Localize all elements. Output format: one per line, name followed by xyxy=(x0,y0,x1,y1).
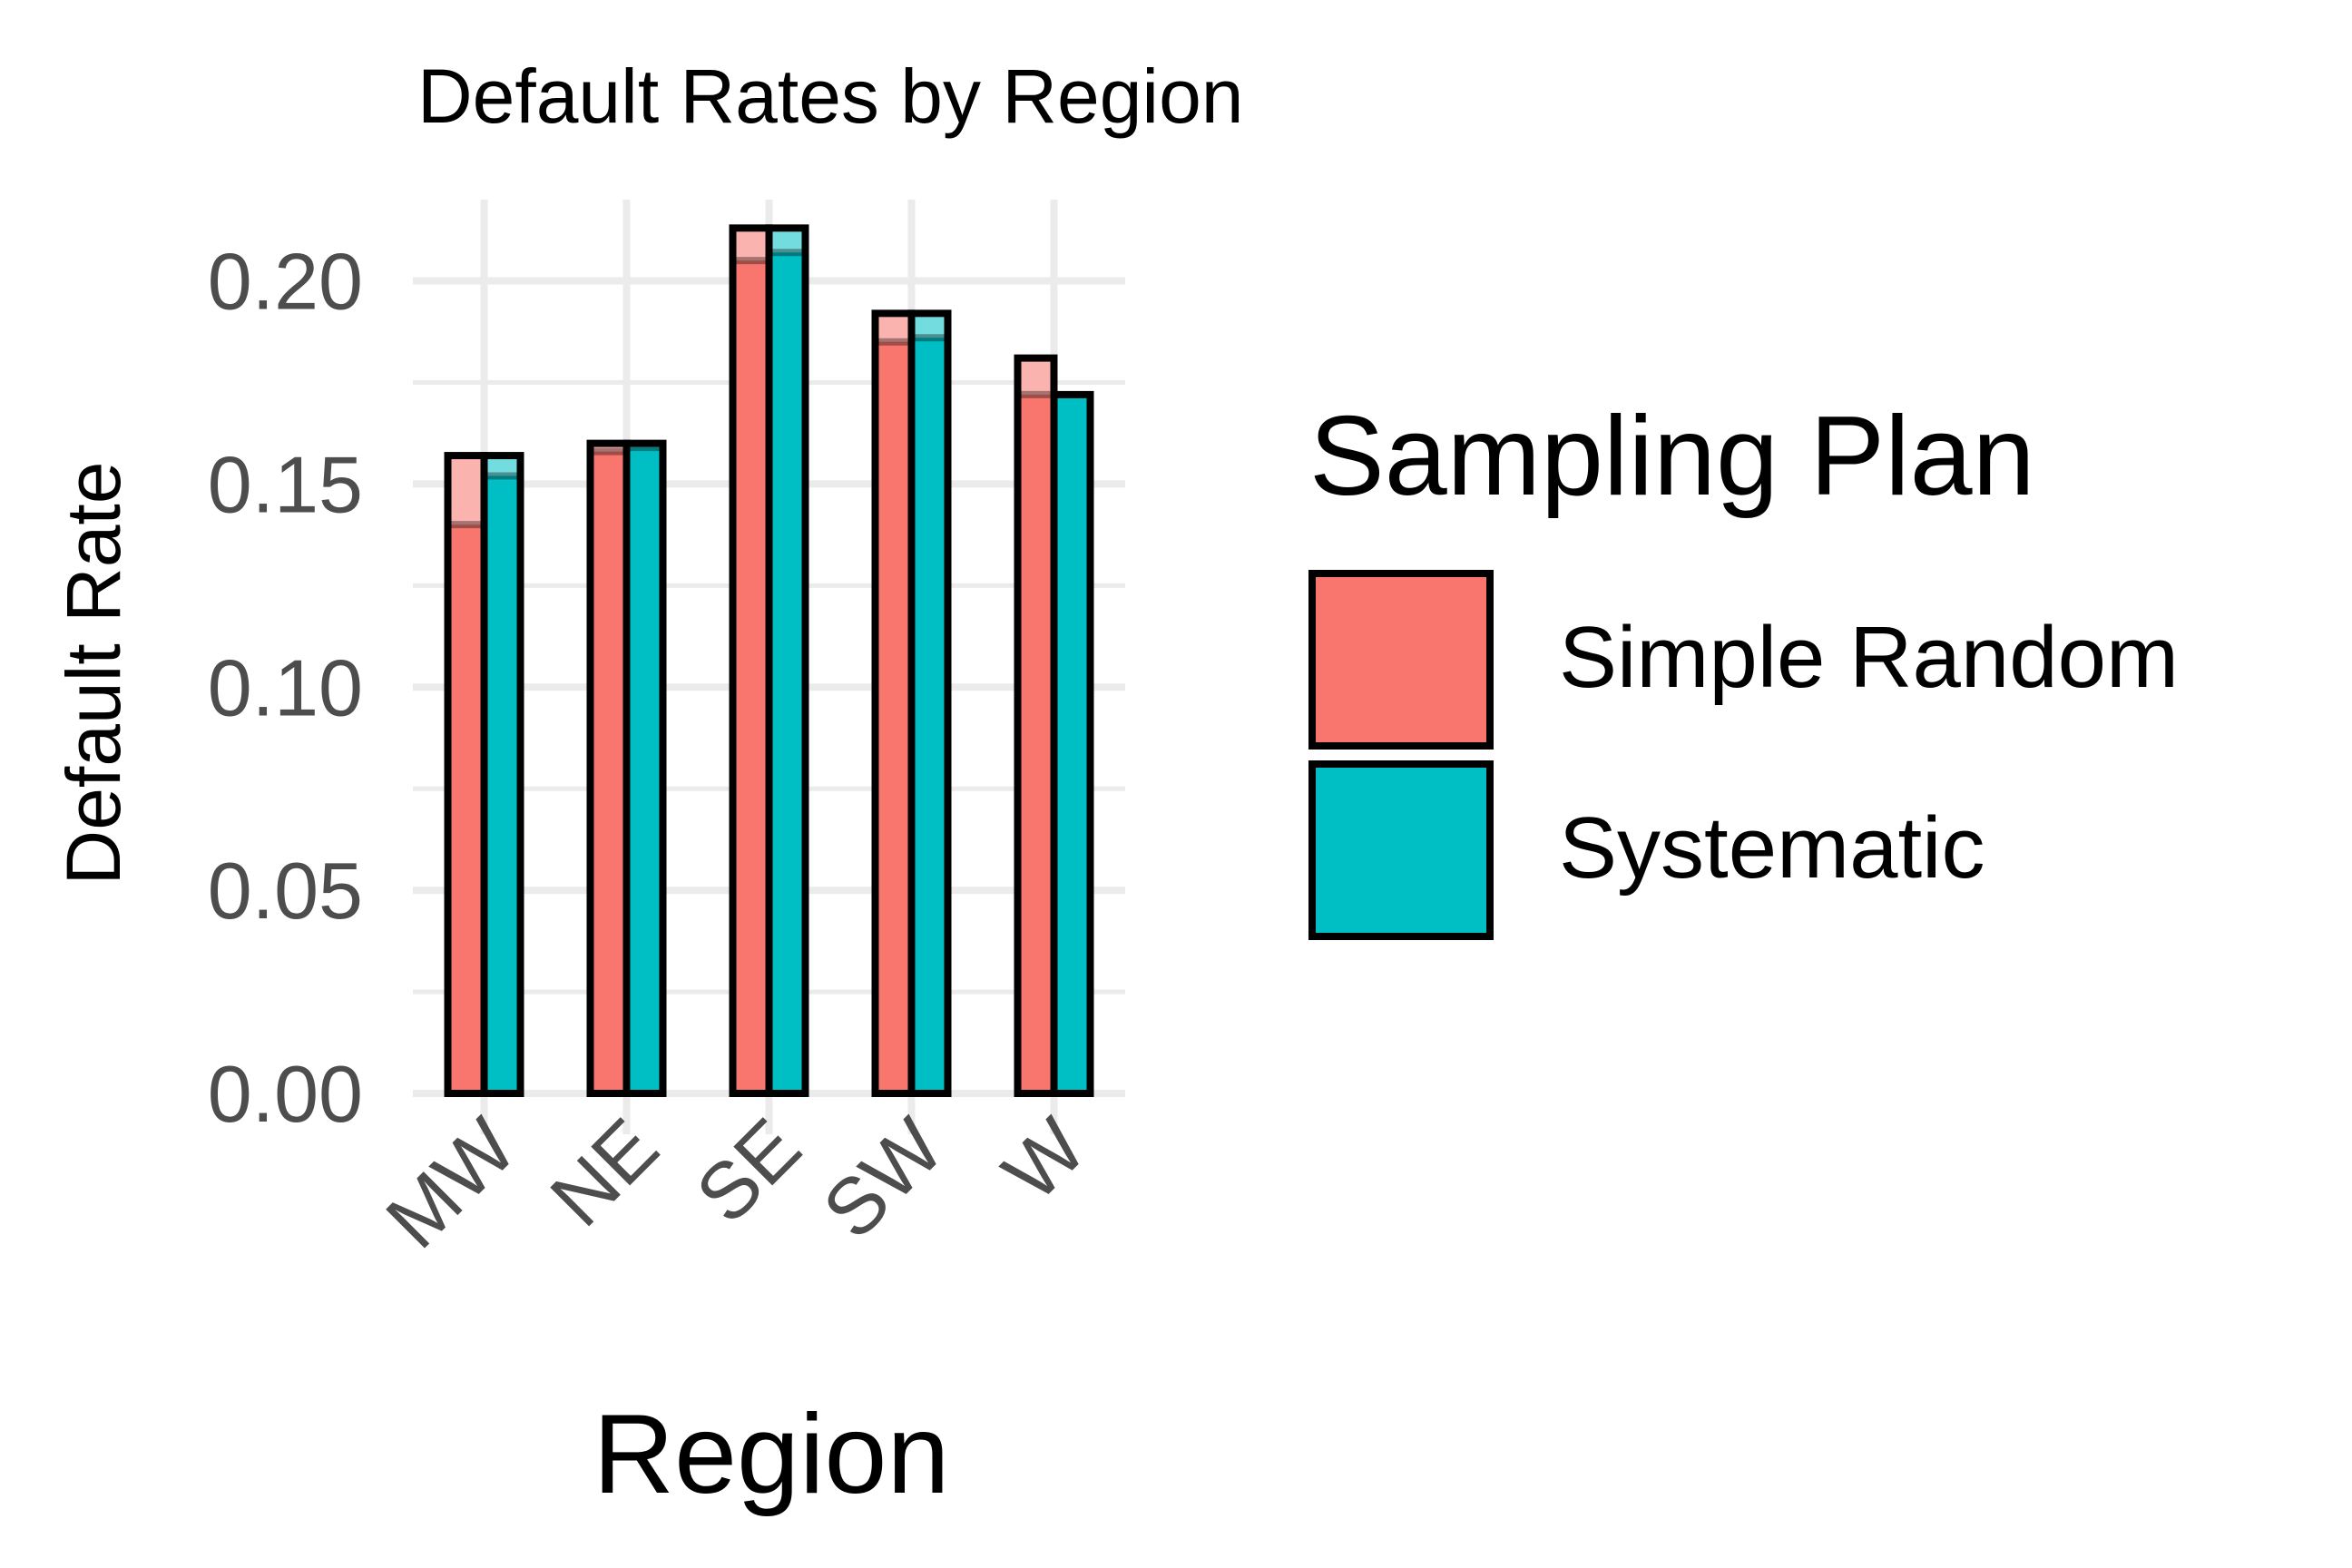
chart-title: Default Rates by Region xyxy=(417,54,1244,139)
x-tick-label: MW xyxy=(368,1101,533,1265)
bar-ne-systematic xyxy=(622,439,667,1097)
legend-label: Systematic xyxy=(1559,799,1984,897)
interval-band-se xyxy=(736,231,766,261)
bar-sw-systematic xyxy=(907,309,952,1097)
bar-se-systematic xyxy=(765,224,809,1098)
interval-band-mw xyxy=(451,459,481,525)
y-axis-title: Default Rate xyxy=(51,462,136,886)
bar-se-simple-random xyxy=(729,224,773,1098)
bar-mw-systematic xyxy=(480,452,524,1097)
interval-band-w xyxy=(1021,361,1051,395)
bar-w-systematic xyxy=(1050,390,1094,1097)
bar-ne-simple-random xyxy=(586,439,631,1097)
y-tick-label: 0.05 xyxy=(208,846,363,936)
bars xyxy=(444,224,1094,1098)
interval-band-se xyxy=(772,231,802,253)
legend-label: Simple Random xyxy=(1559,609,2179,706)
interval-band-mw xyxy=(487,459,517,476)
y-tick-labels: 0.00 0.05 0.10 0.15 0.20 xyxy=(208,237,363,1139)
interval-band-ne xyxy=(593,446,623,452)
x-tick-label: SE xyxy=(679,1101,818,1240)
interval-band-sw xyxy=(878,317,908,342)
bar-mw-simple-random xyxy=(444,452,488,1097)
bar-sw-simple-random xyxy=(871,309,916,1097)
x-tick-label: NE xyxy=(533,1101,674,1242)
legend-key-systematic xyxy=(1308,760,1494,940)
bar-w-simple-random xyxy=(1014,354,1058,1097)
x-tick-label: W xyxy=(985,1101,1102,1218)
x-tick-label: SW xyxy=(806,1101,960,1255)
y-tick-label: 0.20 xyxy=(208,237,363,327)
y-tick-label: 0.10 xyxy=(208,642,363,732)
legend: Sampling Plan Simple Random Systematic xyxy=(1308,394,2179,940)
x-axis-title: Region xyxy=(593,1392,950,1517)
interval-band-sw xyxy=(915,317,945,338)
legend-key-simple-random xyxy=(1308,570,1494,750)
y-tick-label: 0.15 xyxy=(208,439,363,529)
y-tick-label: 0.00 xyxy=(208,1049,363,1139)
legend-title: Sampling Plan xyxy=(1309,394,2035,519)
legend-entries: Simple Random Systematic xyxy=(1308,570,2179,940)
